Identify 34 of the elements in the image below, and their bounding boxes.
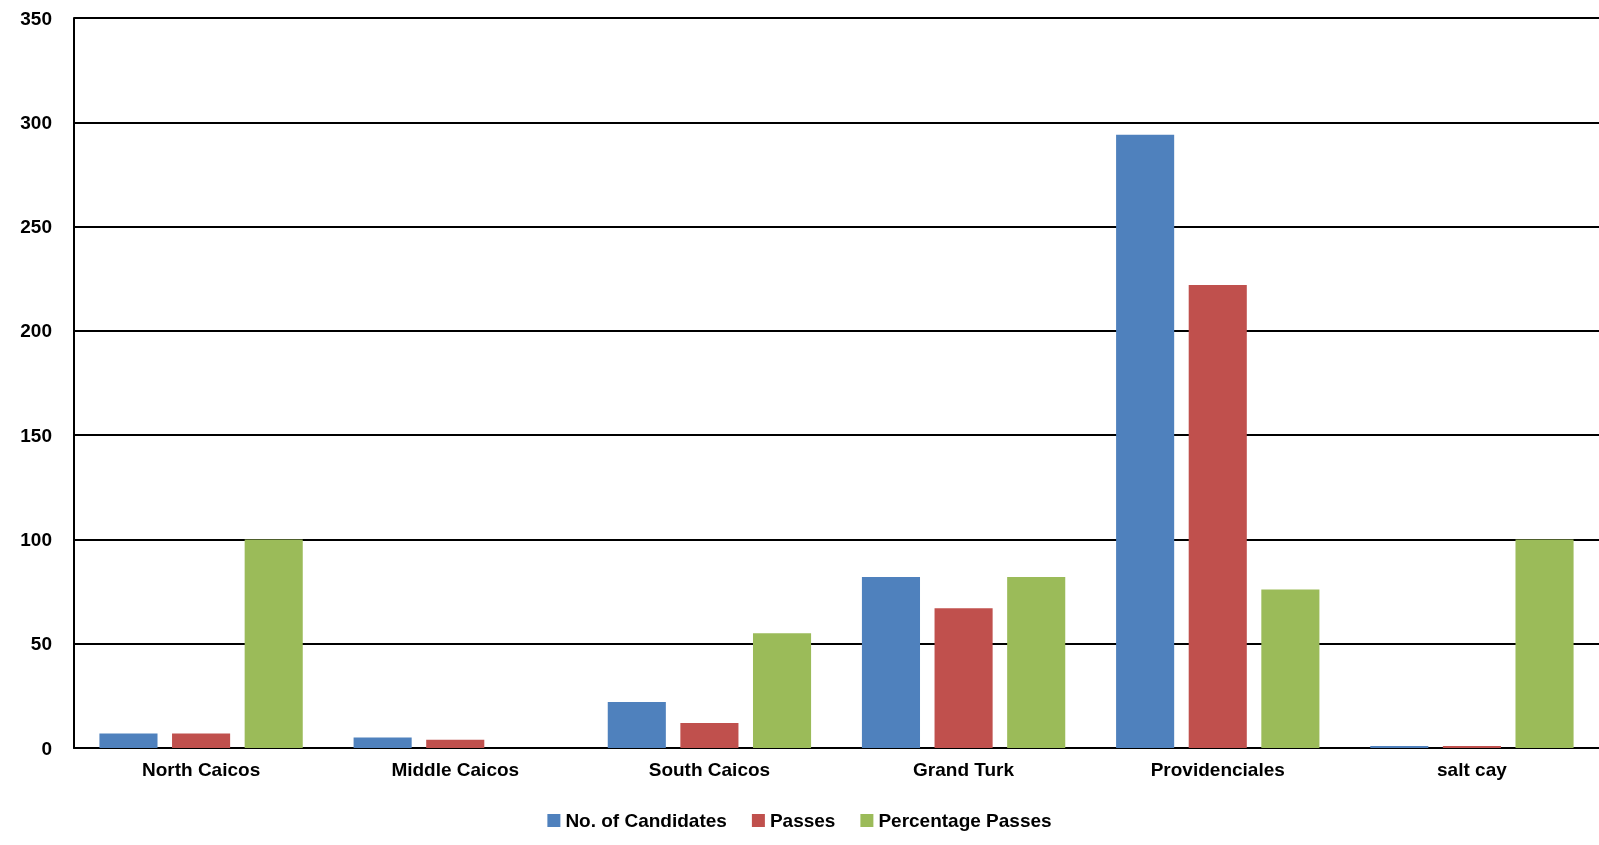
y-tick-label: 50 [30,633,52,655]
y-tick-label: 200 [20,320,52,342]
x-tick-label: Grand Turk [913,759,1015,780]
bar [1116,134,1175,748]
legend-label: Percentage Passes [878,810,1052,831]
y-tick-label: 150 [20,424,52,446]
bar [861,576,921,748]
bar [1007,576,1066,748]
bar [172,733,231,748]
x-tick-label: salt cay [1437,759,1508,780]
x-tick-label: Middle Caicos [391,759,520,780]
bar [1515,539,1574,748]
bar [680,722,739,748]
bar [1442,745,1501,748]
bar [99,733,158,748]
y-tick-label: 250 [20,216,52,238]
bar [1188,284,1247,748]
bar [353,737,412,748]
x-tick-label: South Caicos [648,759,771,780]
y-tick-label: 0 [41,737,52,759]
bar [426,739,485,748]
bar [1370,745,1429,748]
bar [1261,589,1320,748]
y-tick-label: 350 [20,7,52,29]
bar [244,539,303,748]
x-tick-label: Providenciales [1150,759,1285,780]
x-tick-label: North Caicos [141,759,261,780]
bar [752,633,812,748]
legend-label: No. of Candidates [565,810,727,831]
legend-label: Passes [769,810,836,831]
y-tick-label: 100 [20,528,52,550]
y-tick-label: 300 [20,111,52,133]
bar [934,608,993,748]
bar [607,702,666,748]
